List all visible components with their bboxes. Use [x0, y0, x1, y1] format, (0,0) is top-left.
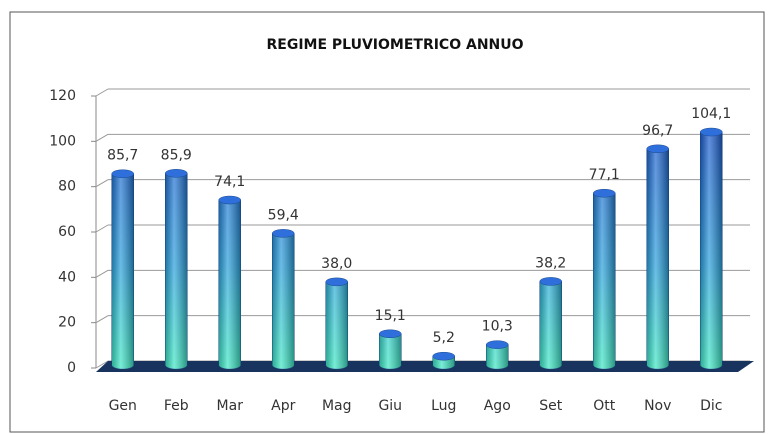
bar-shade	[272, 233, 295, 369]
bar-top	[593, 188, 616, 198]
bar-top	[379, 329, 402, 339]
grid-side	[95, 179, 109, 188]
bar-top	[646, 144, 669, 154]
grid-side	[95, 133, 109, 142]
grid-side	[95, 360, 109, 369]
y-tick-label: 60	[58, 224, 76, 240]
y-tick-label: 40	[58, 269, 76, 285]
data-label: 77,1	[589, 167, 620, 183]
data-label: 38,0	[321, 256, 352, 272]
bar-top	[700, 127, 723, 137]
x-tick-label: Dic	[700, 398, 722, 414]
bar-shade	[379, 333, 402, 369]
data-label: 104,1	[691, 106, 731, 122]
chart-title: REGIME PLUVIOMETRICO ANNUO	[266, 37, 523, 53]
x-tick-label: Mag	[322, 398, 352, 414]
y-tick-label: 100	[49, 133, 76, 149]
bar-top	[218, 195, 241, 205]
x-tick-label: Ago	[484, 398, 511, 414]
bar-shade	[165, 173, 188, 369]
bar-shade	[646, 148, 669, 369]
data-label: 85,9	[161, 147, 192, 163]
x-tick-label: Gen	[109, 398, 137, 414]
bar-shade	[539, 281, 562, 369]
data-label: 5,2	[433, 330, 455, 346]
grid-side	[95, 224, 109, 233]
bar-top	[539, 277, 562, 286]
y-tick-label: 80	[58, 179, 76, 195]
bar-shade	[593, 193, 616, 369]
bar-top	[432, 351, 455, 361]
x-tick-label: Lug	[431, 398, 456, 414]
bar-top	[111, 169, 134, 178]
x-tick-label: Nov	[644, 398, 671, 414]
grid-side	[95, 88, 109, 97]
bar-top	[272, 229, 295, 238]
x-tick-label: Apr	[271, 398, 295, 414]
x-tick-label: Feb	[164, 398, 189, 414]
bar-shade	[325, 281, 348, 369]
x-tick-label: Set	[539, 398, 563, 414]
bar-shade	[111, 173, 134, 369]
y-tick-label: 20	[58, 315, 76, 331]
bar-top	[165, 169, 188, 178]
data-label: 74,1	[214, 174, 245, 190]
bar-shade	[486, 344, 509, 369]
data-label: 15,1	[375, 308, 406, 324]
x-tick-label: Mar	[217, 398, 244, 414]
data-label: 85,7	[107, 148, 138, 164]
grid-side	[95, 315, 109, 324]
data-label: 38,2	[535, 255, 566, 271]
data-label: 10,3	[482, 319, 513, 335]
x-tick-label: Giu	[378, 398, 402, 414]
bar-top	[325, 277, 348, 287]
data-label: 96,7	[642, 123, 673, 139]
bar-shade	[700, 132, 723, 369]
y-tick-label: 120	[49, 88, 76, 104]
grid-side	[95, 269, 109, 278]
data-label: 59,4	[268, 207, 299, 223]
bar-shade	[218, 200, 241, 369]
x-tick-label: Ott	[593, 398, 616, 414]
bar-top	[486, 340, 509, 349]
y-tick-label: 0	[67, 360, 76, 376]
floor	[96, 361, 754, 372]
